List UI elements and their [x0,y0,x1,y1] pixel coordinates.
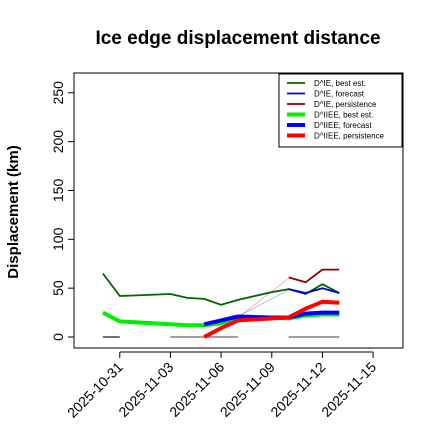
connector-line [237,289,289,317]
y-tick-label: 100 [50,227,66,251]
chart-title: Ice edge displacement distance [95,28,380,49]
y-tick-label: 250 [50,81,66,105]
y-tick-label: 150 [50,179,66,203]
series-line [203,299,340,339]
connector-line [237,278,289,318]
legend-label: D^IIEE, forecast [314,121,372,130]
y-tick-label: 50 [50,280,66,296]
y-axis-label: Displacement (km) [5,145,22,278]
series-lines [101,268,340,339]
y-axis: 0 50 100 150 200 250 [50,81,75,341]
series-line [288,287,340,294]
legend-label: D^IE, forecast [314,90,365,99]
legend-label: D^IE, best est. [314,79,366,88]
legend-label: D^IIEE, best est. [314,111,373,120]
x-tick-label: 2025-11-15 [318,359,379,420]
y-tick-label: 200 [50,130,66,154]
series-line [102,272,340,306]
y-tick-label: 0 [50,333,66,341]
series-line [288,268,340,284]
legend-label: D^IIEE, persistence [314,132,385,141]
legend-label: D^IE, persistence [314,100,377,109]
x-axis: 2025-10-312025-11-032025-11-062025-11-09… [64,351,379,421]
connector-lines [237,278,289,318]
